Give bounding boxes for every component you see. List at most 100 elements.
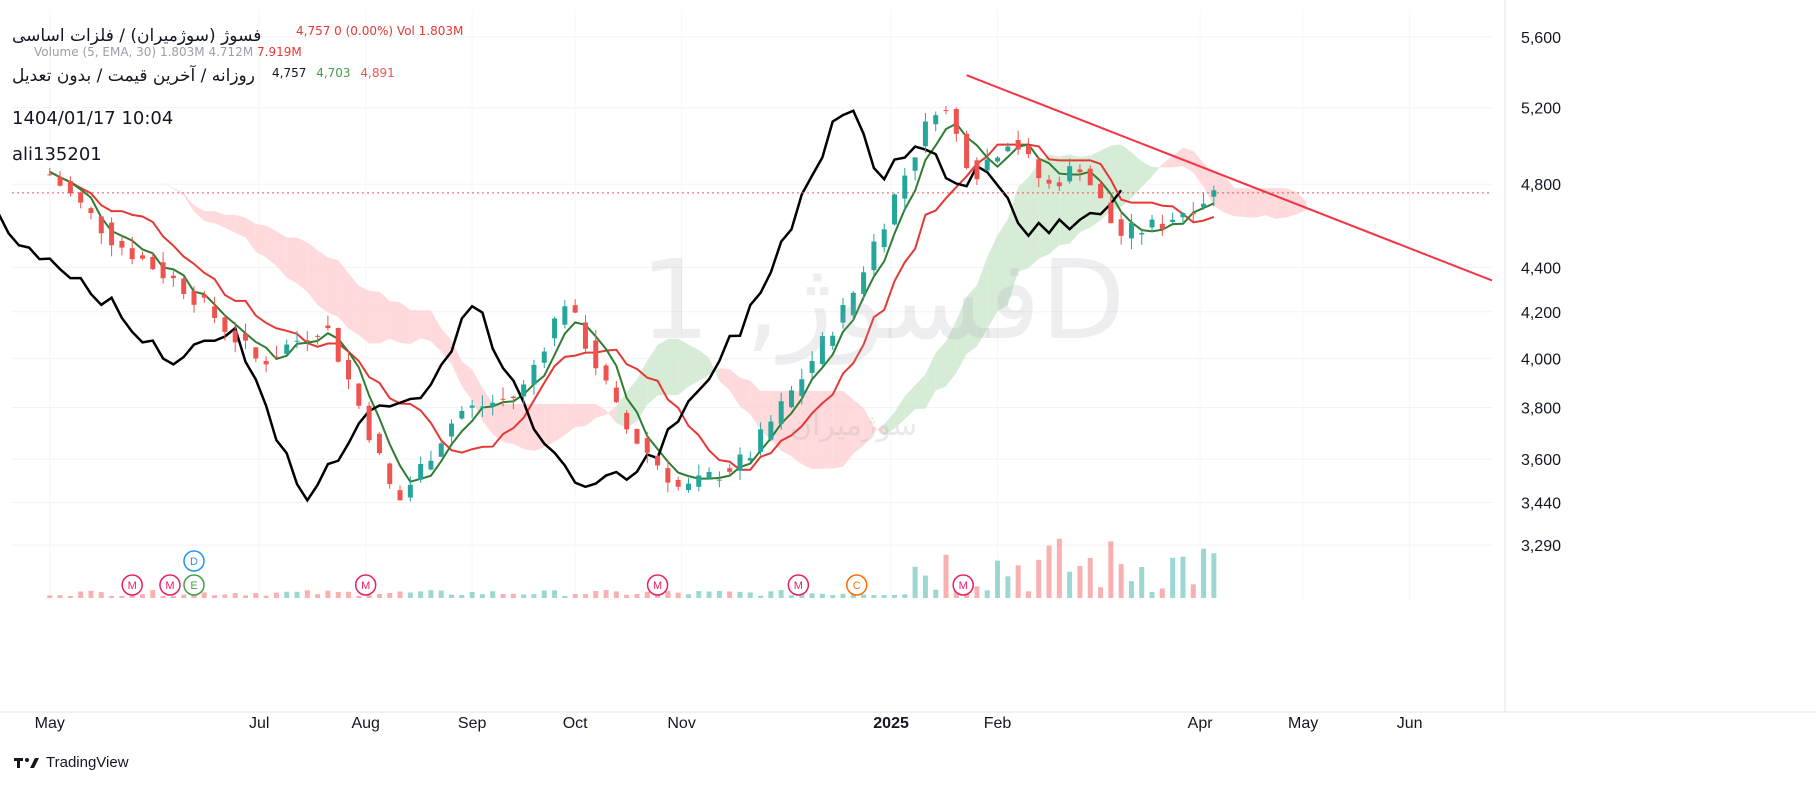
ohlc-readout: 4,757 0 (0.00%) Vol 1.803M bbox=[296, 24, 464, 38]
volume-bar bbox=[243, 595, 249, 598]
candle-body bbox=[490, 402, 496, 407]
volume-bar bbox=[572, 594, 578, 598]
cloud-segment bbox=[1162, 156, 1173, 168]
indicator-value-1: 4,757 bbox=[272, 66, 307, 80]
volume-bar bbox=[1015, 565, 1021, 598]
volume-bar bbox=[603, 590, 609, 598]
candle-body bbox=[88, 208, 94, 214]
volume-bar bbox=[582, 594, 588, 598]
event-markers: M M ED M M M C M bbox=[121, 550, 974, 596]
volume-bar bbox=[613, 591, 619, 598]
candle-body bbox=[613, 387, 619, 403]
volume-legend: Volume (5, EMA, 30) 1.803M 4.712M 7.919M bbox=[34, 45, 302, 59]
volume-bar bbox=[706, 591, 712, 598]
candle-body bbox=[562, 306, 568, 325]
cloud-segment bbox=[915, 374, 926, 410]
cloud-segment bbox=[739, 377, 751, 415]
time-tick-label: Feb bbox=[984, 715, 1012, 732]
time-tick-label: Apr bbox=[1188, 715, 1214, 732]
candle-body bbox=[459, 410, 465, 419]
candle-body bbox=[1128, 222, 1134, 239]
volume-bar bbox=[892, 594, 898, 598]
candle-body bbox=[304, 340, 310, 342]
volume-bar bbox=[819, 593, 825, 598]
candle-body bbox=[1067, 166, 1073, 182]
candle-body bbox=[57, 176, 63, 186]
volume-bar bbox=[57, 595, 63, 598]
volume-bar bbox=[1211, 553, 1217, 598]
volume-bar bbox=[88, 590, 94, 598]
cloud-segment bbox=[245, 217, 256, 252]
cloud-segment bbox=[163, 182, 174, 189]
cloud-segment bbox=[1100, 145, 1111, 221]
price-tick-label: 3,800 bbox=[1521, 400, 1561, 417]
candle-body bbox=[346, 359, 352, 380]
candle-body bbox=[541, 351, 547, 363]
candle-body bbox=[191, 290, 197, 305]
cloud-segment bbox=[554, 403, 565, 442]
cloud-segment bbox=[976, 257, 988, 347]
candle-body bbox=[1056, 182, 1062, 187]
volume-bar bbox=[222, 594, 228, 598]
volume-bar bbox=[1201, 548, 1207, 598]
price-tick-label: 3,290 bbox=[1521, 538, 1561, 555]
cloud-segment bbox=[266, 225, 277, 266]
volume-bar bbox=[1180, 556, 1186, 598]
price-axis[interactable]: 5,600 5,200 4,800 4,400 4,200 4,000 3,800 3,600… bbox=[1504, 0, 1561, 712]
volume-bar bbox=[170, 595, 176, 598]
event-marker-label: M bbox=[128, 580, 137, 592]
time-tick-label: May bbox=[35, 715, 65, 732]
candle-body bbox=[582, 322, 588, 349]
indicator-value-3: 4,891 bbox=[360, 66, 395, 80]
tradingview-brand[interactable]: TradingView bbox=[14, 754, 129, 771]
volume-bar bbox=[974, 586, 980, 598]
candle-body bbox=[335, 328, 341, 362]
event-marker-label: M bbox=[959, 580, 968, 592]
ichimoku-cloud bbox=[142, 144, 1307, 469]
volume-bar bbox=[315, 594, 321, 598]
symbol-title[interactable]: فسوژ (سوژمیران) / فلزات اساسی bbox=[12, 26, 262, 46]
cloud-segment bbox=[678, 338, 689, 395]
volume-bar bbox=[119, 595, 125, 598]
event-marker-label: M bbox=[165, 580, 174, 592]
candle-body bbox=[809, 360, 815, 373]
candle-body bbox=[634, 428, 640, 444]
cloud-segment bbox=[451, 340, 462, 387]
candle-body bbox=[995, 157, 1001, 162]
cloud-segment bbox=[142, 171, 153, 178]
cloud-segment bbox=[297, 237, 308, 292]
candle-body bbox=[685, 483, 691, 491]
cloud-segment bbox=[657, 338, 668, 396]
cloud-segment bbox=[307, 242, 318, 306]
volume-label: Volume (5, EMA, 30) bbox=[34, 45, 157, 59]
time-axis[interactable]: May Jul Aug Sep Oct Nov 2025 Feb Apr May Jun bbox=[0, 711, 1816, 732]
cloud-segment bbox=[286, 237, 298, 284]
volume-bar bbox=[716, 590, 722, 598]
volume-bar bbox=[346, 591, 352, 598]
candle-body bbox=[696, 475, 702, 487]
candle-body bbox=[912, 157, 918, 171]
cloud-segment bbox=[317, 250, 328, 313]
candle-body bbox=[469, 405, 475, 408]
candle-body bbox=[263, 360, 269, 365]
cloud-segment bbox=[523, 403, 534, 451]
volume-bar bbox=[799, 593, 805, 598]
volume-bar bbox=[139, 594, 145, 598]
candle-body bbox=[840, 305, 846, 323]
cloud-segment bbox=[235, 214, 246, 238]
trend-line bbox=[966, 74, 1493, 282]
volume-bar bbox=[1139, 567, 1145, 598]
candle-body bbox=[510, 396, 516, 399]
candle-body bbox=[1118, 219, 1124, 236]
cloud-segment bbox=[338, 260, 349, 329]
tradingview-label: TradingView bbox=[46, 754, 129, 771]
cloud-segment bbox=[987, 235, 998, 330]
cloud-segment bbox=[1182, 147, 1194, 173]
candle-body bbox=[253, 347, 259, 359]
volume-bar bbox=[1149, 592, 1155, 598]
cloud-segment bbox=[760, 390, 771, 440]
cloud-segment bbox=[1296, 192, 1307, 215]
volume-bar bbox=[809, 593, 815, 598]
volume-bar bbox=[387, 592, 393, 598]
